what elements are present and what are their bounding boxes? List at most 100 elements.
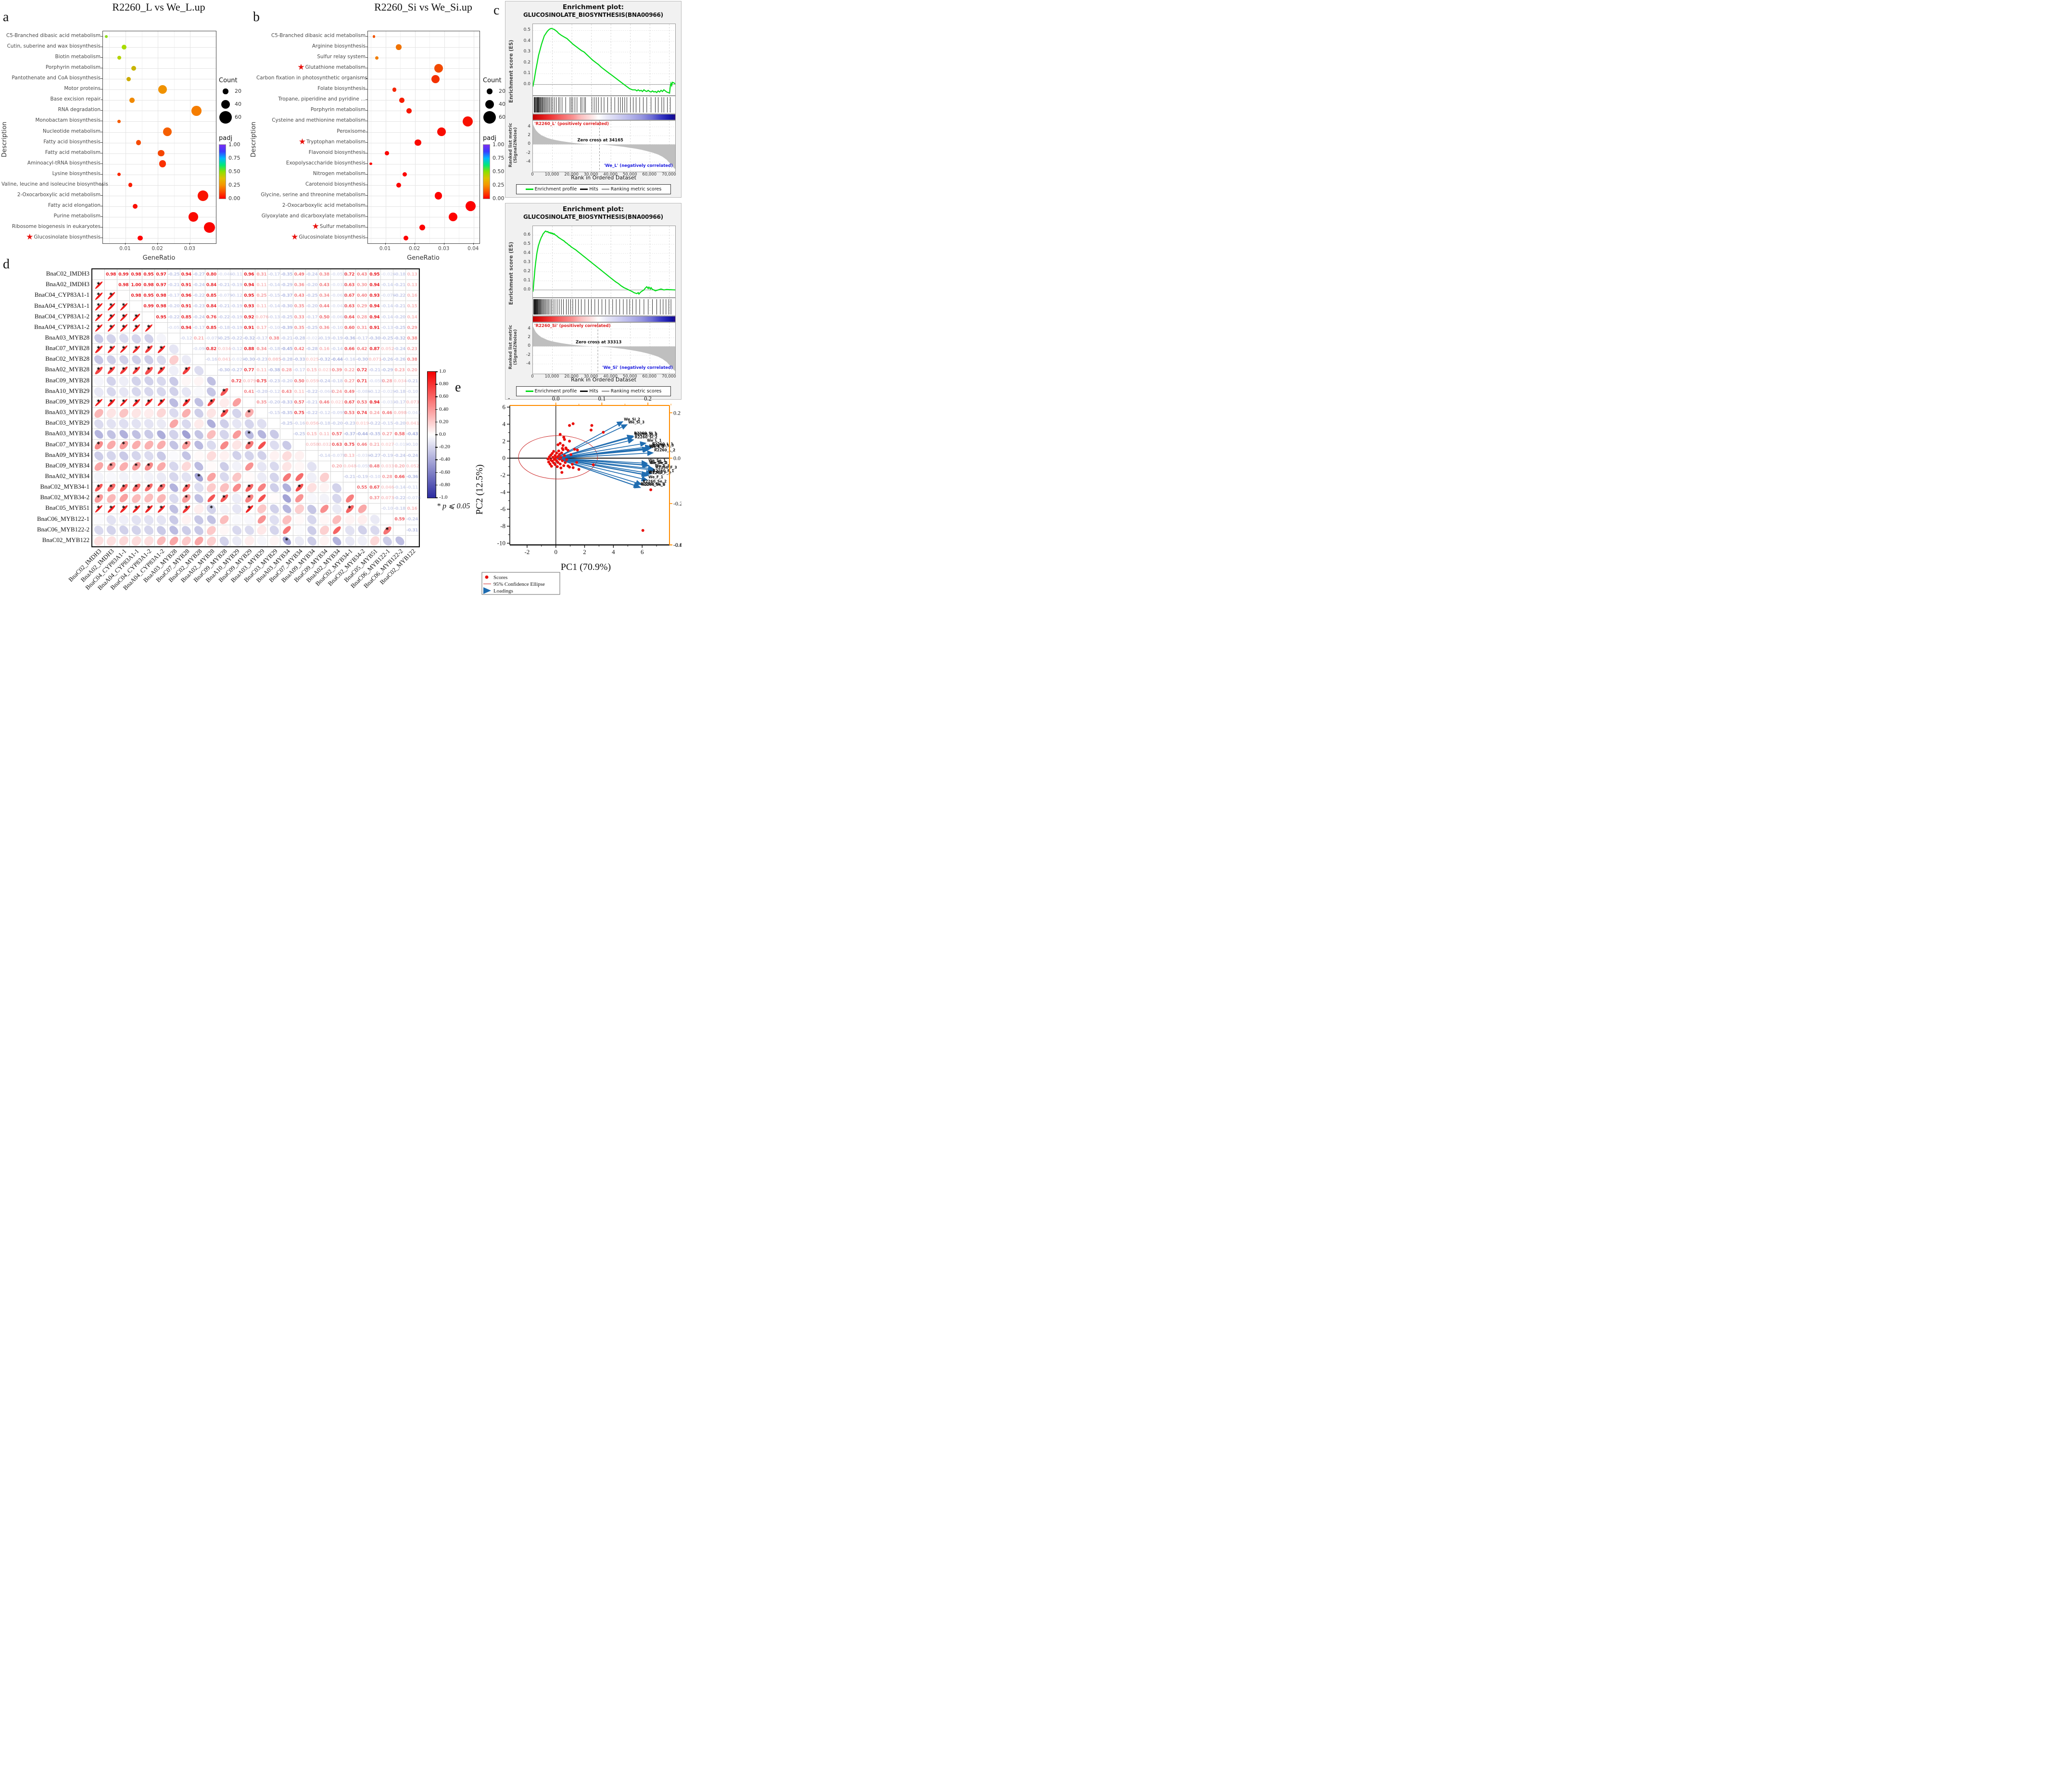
matrix-ellipse-cell: *	[130, 397, 143, 408]
correlation-value: 0.71	[357, 379, 367, 384]
matrix-ellipse-cell	[255, 428, 268, 441]
matrix-ellipse-cell	[104, 449, 118, 462]
matrix-value-cell: -0.24	[406, 514, 419, 525]
matrix-value-cell: 0.048	[343, 461, 356, 472]
correlation-value: -0.16	[205, 357, 217, 363]
correlation-value: -0.052	[167, 325, 183, 330]
significance-asterisk: *	[134, 366, 138, 374]
correlation-value: -0.064	[330, 315, 346, 320]
legend-swatch	[525, 189, 533, 190]
matrix-value-cell: -0.18	[218, 322, 231, 333]
correlation-value: 0.66	[394, 474, 405, 480]
matrix-ellipse-cell	[142, 385, 155, 399]
matrix-value-cell: 0.11	[293, 386, 306, 397]
matrix-value-cell: -0.26	[393, 354, 406, 366]
correlation-value: -0.036	[356, 453, 371, 458]
count-legend-dot	[483, 111, 496, 124]
matrix-ellipse-cell	[192, 460, 205, 473]
matrix-ellipse-cell	[217, 395, 231, 409]
matrix-value-cell: 0.11	[255, 365, 268, 376]
matrix-ellipse-cell	[292, 459, 306, 474]
padj-tick-label: 0.50	[492, 168, 505, 175]
matrix-value-cell: 0.84	[205, 301, 218, 312]
correlation-value: 0.35	[256, 400, 267, 405]
matrix-value-cell: 0.23	[393, 365, 406, 376]
correlation-value: -0.22	[393, 496, 406, 501]
matrix-value-cell: -0.23	[343, 418, 356, 429]
correlation-value: 0.36	[294, 283, 304, 288]
matrix-ellipse-cell	[129, 534, 143, 548]
matrix-value-cell: 0.034	[218, 344, 231, 355]
matrix-value-cell: -0.094	[192, 344, 208, 355]
matrix-ellipse-cell: *	[105, 322, 118, 333]
significance-asterisk: *	[97, 441, 100, 449]
matrix-value-cell: -0.16	[205, 354, 218, 366]
matrix-value-cell: -0.24	[192, 280, 205, 291]
matrix-value-cell: 0.11	[318, 429, 331, 440]
significance-asterisk: *	[97, 366, 100, 374]
correlation-value: -0.21	[393, 304, 406, 309]
matrix-ellipse-cell	[280, 471, 293, 483]
matrix-value-cell: 0.16	[318, 344, 331, 355]
significance-asterisk: *	[210, 398, 213, 406]
es-curve-plot	[532, 226, 676, 297]
correlation-value: -0.19	[331, 336, 343, 341]
matrix-value-cell: -0.20	[305, 301, 318, 312]
es-tick-label: 0.5	[523, 241, 530, 246]
significance-asterisk: *	[122, 441, 126, 449]
matrix-ellipse-cell	[142, 439, 155, 452]
matrix-ellipse-cell: *	[117, 312, 130, 323]
correlation-value: -0.18	[331, 379, 343, 384]
matrix-ellipse-cell	[280, 449, 294, 463]
count-legend-dot	[487, 88, 492, 94]
matrix-ellipse-cell	[192, 385, 206, 399]
legend-swatch	[525, 391, 533, 392]
correlation-value: -0.20	[306, 304, 318, 309]
significance-asterisk: *	[122, 313, 126, 321]
correlation-value: 0.43	[294, 293, 304, 299]
matrix-ellipse-cell: *	[243, 428, 256, 441]
matrix-ellipse-cell	[179, 385, 193, 399]
matrix-ellipse-cell	[205, 406, 218, 420]
correlation-value: -0.30	[218, 368, 230, 373]
matrix-value-cell: -0.25	[393, 322, 406, 333]
matrix-ellipse-cell	[280, 439, 293, 452]
correlation-value: 0.99	[143, 304, 154, 309]
matrix-value-cell: 0.95	[243, 290, 256, 302]
matrix-value-cell: -0.17	[255, 333, 268, 344]
matrix-value-cell: -0.28	[293, 333, 306, 344]
matrix-ellipse-cell	[167, 342, 181, 356]
matrix-value-cell: -0.19	[230, 322, 243, 333]
matrix-ellipse-cell	[155, 375, 168, 388]
matrix-ellipse-cell: *	[180, 365, 193, 376]
matrix-value-cell: -0.10	[381, 504, 394, 515]
matrix-ellipse-cell	[217, 449, 231, 463]
matrix-value-cell: 0.019	[356, 418, 369, 429]
significance-asterisk: *	[197, 473, 201, 480]
correlation-value: -0.30	[280, 304, 293, 309]
matrix-ellipse-cell	[92, 407, 105, 419]
correlation-value: 0.75	[344, 442, 355, 448]
matrix-ellipse-cell	[91, 470, 106, 484]
correlation-value: 0.29	[357, 304, 367, 309]
matrix-value-cell: 1.00	[130, 280, 143, 291]
matrix-value-cell: 0.64	[343, 312, 356, 323]
correlation-value: -0.17	[306, 315, 318, 320]
correlation-value: 0.41	[244, 389, 254, 394]
matrix-value-cell: 0.49	[293, 269, 306, 280]
matrix-ellipse-cell: *	[105, 504, 118, 515]
matrix-value-cell: 0.87	[368, 344, 381, 355]
matrix-diagonal-cell	[393, 525, 406, 536]
panel-a-xlabel: GeneRatio	[142, 254, 176, 262]
correlation-value: -0.23	[268, 379, 280, 384]
matrix-value-cell: -0.029	[381, 386, 396, 397]
matrix-value-cell: -0.27	[230, 365, 243, 376]
matrix-ellipse-cell	[142, 417, 156, 430]
matrix-ellipse-cell	[317, 480, 332, 495]
matrix-ellipse-cell: *	[218, 493, 231, 504]
correlation-value: -0.10	[331, 325, 343, 330]
matrix-ellipse-cell	[230, 396, 243, 408]
correlation-value: 0.23	[394, 368, 405, 373]
es-curve-plot	[532, 24, 676, 95]
matrix-ellipse-cell	[117, 332, 130, 345]
